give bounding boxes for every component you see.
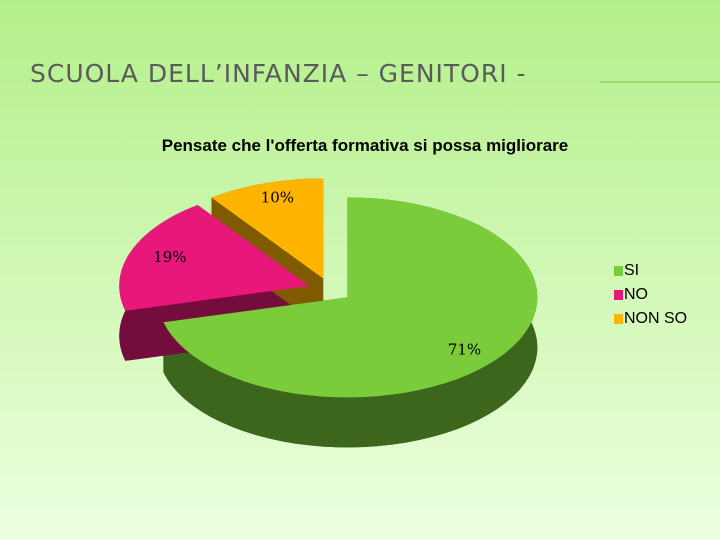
data-label: 19%: [153, 248, 186, 266]
legend-swatch: [614, 290, 623, 300]
legend-label: NO: [624, 286, 648, 303]
slice: [163, 197, 538, 398]
legend-swatch: [614, 266, 623, 276]
data-label: 71%: [448, 341, 481, 359]
legend-label: NON SO: [624, 310, 687, 327]
slice: [211, 178, 324, 279]
data-label: 10%: [261, 189, 294, 207]
slice: [119, 205, 310, 311]
legend-label: SI: [624, 262, 639, 279]
chart-title: Pensate che l'offerta formativa si possa…: [162, 136, 569, 155]
slide-title: SCUOLA DELL’INFANZIA – GENITORI -: [30, 59, 527, 88]
legend: SI NO NON SO: [614, 262, 687, 327]
legend-swatch: [614, 314, 623, 324]
pie: 71% 19% 10%: [119, 178, 538, 448]
